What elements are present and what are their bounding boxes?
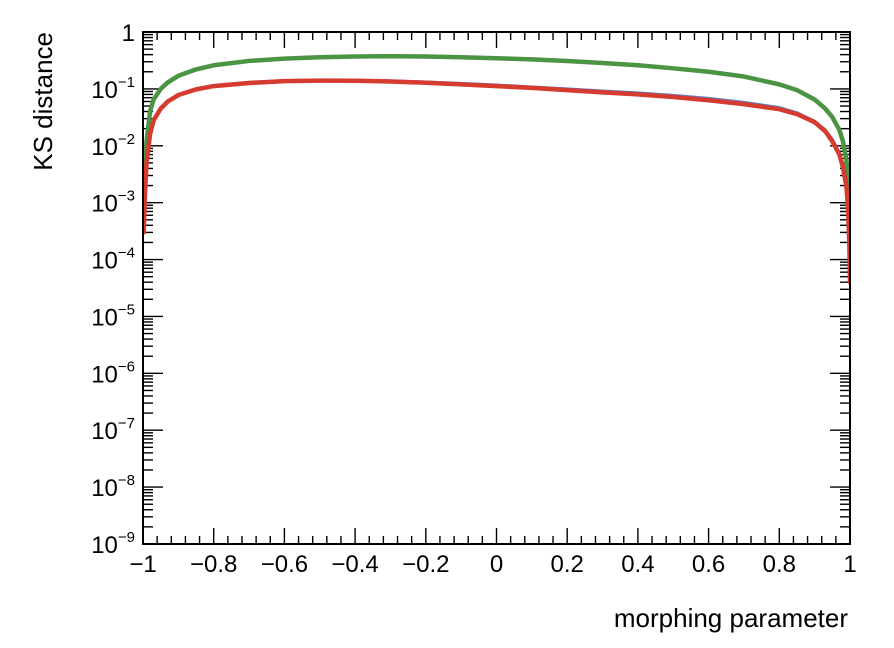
x-tick-label: 1 <box>843 551 856 578</box>
x-tick-label: 0 <box>490 551 503 578</box>
y-tick-label-exponent: −2 <box>118 131 135 148</box>
y-tick-label: 10−6 <box>91 358 135 388</box>
y-tick-label-exponent: −3 <box>118 188 135 205</box>
y-tick-label-exponent: −6 <box>118 358 135 375</box>
x-tick-label: 0.8 <box>763 551 796 578</box>
plot-frame <box>142 31 851 545</box>
data-series <box>143 53 850 285</box>
y-tick-label-exponent: −7 <box>118 415 135 432</box>
y-tick-label-base: 10 <box>91 248 118 275</box>
x-tick-label: −0.6 <box>261 551 308 578</box>
y-tick-label-base: 1 <box>122 20 135 47</box>
y-tick-label-base: 10 <box>91 134 118 161</box>
y-tick-label-base: 10 <box>91 532 118 559</box>
x-tick-label: 0.2 <box>551 551 584 578</box>
y-tick-label: 10−9 <box>91 529 135 559</box>
y-tick-label-exponent: −5 <box>118 301 135 318</box>
y-tick-label: 10−4 <box>91 245 135 275</box>
y-tick-label: 10−8 <box>91 472 135 502</box>
y-tick-label-base: 10 <box>91 77 118 104</box>
y-tick-label: 10−1 <box>91 74 135 104</box>
y-tick-label-base: 10 <box>91 418 118 445</box>
y-tick-label: 10−3 <box>91 188 135 218</box>
y-tick-label: 10−7 <box>91 415 135 445</box>
x-tick-label: −1 <box>129 551 156 578</box>
y-tick-label: 1 <box>122 20 135 47</box>
y-tick-label-base: 10 <box>91 191 118 218</box>
x-tick-label: 0.6 <box>692 551 725 578</box>
x-axis-label: morphing parameter <box>614 603 848 633</box>
y-tick-label: 10−5 <box>91 301 135 331</box>
x-tick-label: 0.4 <box>621 551 654 578</box>
x-tick-labels: −1 −0.8 −0.6 −0.4 −0.2 0 0.2 0.4 0.6 0.8 1 <box>129 551 856 578</box>
y-tick-label-base: 10 <box>91 304 118 331</box>
series-line-1 <box>143 53 850 211</box>
x-tick-label: −0.2 <box>402 551 449 578</box>
series-line-3 <box>143 78 850 285</box>
y-tick-label-exponent: −4 <box>118 245 135 262</box>
y-tick-label: 10−2 <box>91 131 135 161</box>
y-tick-label-base: 10 <box>91 361 118 388</box>
y-tick-label-exponent: −8 <box>118 472 135 489</box>
x-tick-label: −0.4 <box>331 551 378 578</box>
y-tick-label-exponent: −9 <box>118 529 135 546</box>
y-tick-label-exponent: −1 <box>118 74 135 91</box>
x-tick-label: −0.8 <box>190 551 237 578</box>
y-axis-label: KS distance <box>28 32 58 171</box>
y-tick-labels: 10−910−810−710−610−510−410−310−210−11 <box>91 20 135 559</box>
y-tick-label-base: 10 <box>91 475 118 502</box>
